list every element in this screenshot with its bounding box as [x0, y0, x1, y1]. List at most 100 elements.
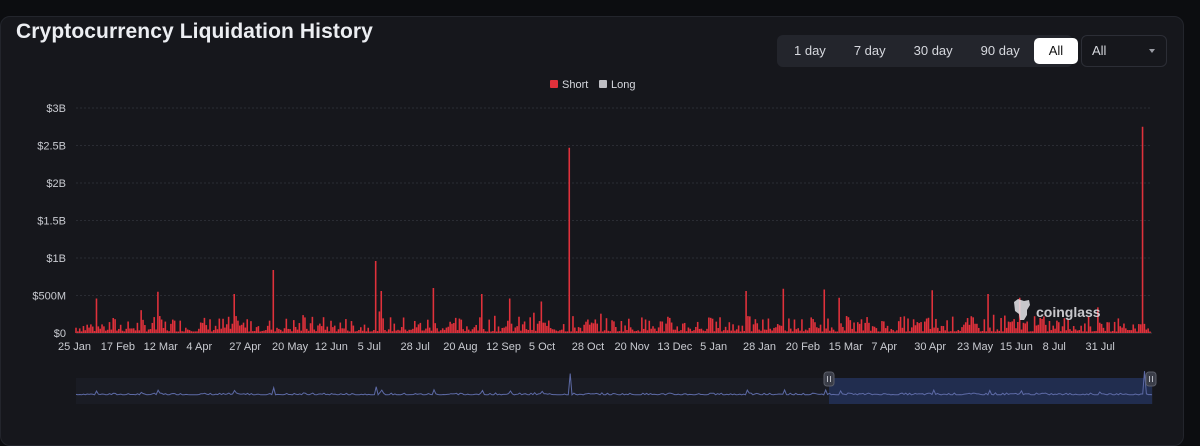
- bar-short[interactable]: [754, 319, 757, 333]
- bar-short[interactable]: [86, 324, 88, 333]
- bar-short[interactable]: [855, 331, 857, 334]
- bar-short[interactable]: [547, 320, 550, 333]
- bar-short[interactable]: [1020, 329, 1023, 333]
- bar-short[interactable]: [758, 329, 760, 333]
- bar-short[interactable]: [847, 317, 850, 333]
- bar-short[interactable]: [635, 330, 638, 333]
- bar-short[interactable]: [145, 331, 148, 333]
- bar-short[interactable]: [1106, 322, 1108, 333]
- bar-short[interactable]: [412, 328, 414, 333]
- bar-short[interactable]: [246, 319, 249, 333]
- bar-short[interactable]: [682, 323, 684, 333]
- bar-short[interactable]: [974, 323, 976, 333]
- bar-short[interactable]: [328, 331, 330, 333]
- bar-short[interactable]: [479, 317, 481, 333]
- bar-short[interactable]: [497, 326, 500, 333]
- bar-short[interactable]: [959, 330, 961, 333]
- bar-short[interactable]: [486, 331, 489, 334]
- bar-short[interactable]: [711, 318, 714, 333]
- bar-short[interactable]: [1013, 319, 1015, 333]
- bar-short[interactable]: [830, 327, 833, 333]
- bar-short[interactable]: [415, 327, 418, 333]
- bar-short[interactable]: [285, 318, 288, 333]
- bar-short[interactable]: [97, 326, 100, 333]
- bar-short[interactable]: [378, 311, 381, 333]
- bar-short[interactable]: [696, 321, 699, 333]
- bar-short[interactable]: [499, 331, 502, 333]
- legend-item-short[interactable]: Short: [550, 79, 588, 91]
- bar-short[interactable]: [132, 328, 135, 333]
- bar-short[interactable]: [207, 329, 209, 333]
- range-all-button[interactable]: All: [1033, 38, 1079, 64]
- bar-short[interactable]: [981, 330, 984, 333]
- bar-short[interactable]: [386, 331, 388, 333]
- bar-short[interactable]: [615, 326, 617, 333]
- bar-short[interactable]: [160, 319, 163, 333]
- bar-short[interactable]: [708, 317, 710, 334]
- bar-short[interactable]: [296, 329, 299, 333]
- bar-short[interactable]: [1035, 325, 1038, 333]
- bar-short[interactable]: [976, 323, 978, 333]
- bar-short[interactable]: [428, 327, 431, 333]
- bar-short[interactable]: [706, 328, 708, 333]
- bar-short[interactable]: [587, 319, 589, 333]
- bar-short[interactable]: [507, 320, 509, 333]
- bar-short[interactable]: [265, 330, 267, 333]
- bar-short[interactable]: [896, 330, 898, 333]
- bar-short[interactable]: [315, 331, 317, 333]
- bar-short[interactable]: [842, 326, 844, 333]
- bar-short[interactable]: [574, 327, 576, 333]
- bar-short[interactable]: [1138, 324, 1140, 333]
- bar-short[interactable]: [453, 323, 455, 333]
- bar-short[interactable]: [983, 319, 986, 333]
- bar-short[interactable]: [927, 317, 930, 333]
- bar-short[interactable]: [188, 330, 191, 333]
- bar-short[interactable]: [935, 318, 937, 333]
- bar-short[interactable]: [557, 331, 559, 333]
- bar-short[interactable]: [572, 316, 574, 333]
- bar-short[interactable]: [140, 310, 142, 333]
- range-7-day-button[interactable]: 7 day: [853, 43, 886, 58]
- bar-short[interactable]: [890, 328, 893, 333]
- bar-short[interactable]: [518, 316, 520, 333]
- bar-short[interactable]: [229, 328, 232, 333]
- bar-short[interactable]: [252, 331, 254, 333]
- bar-short[interactable]: [741, 325, 744, 333]
- bar-short[interactable]: [360, 327, 362, 333]
- bar-short[interactable]: [661, 321, 664, 333]
- bar-short[interactable]: [745, 291, 747, 333]
- bar-short[interactable]: [870, 330, 872, 333]
- bar-short[interactable]: [1004, 315, 1006, 333]
- bar-short[interactable]: [596, 323, 598, 333]
- bar-short[interactable]: [410, 329, 412, 333]
- bar-short[interactable]: [849, 320, 852, 333]
- bar-short[interactable]: [279, 329, 282, 333]
- bar-short[interactable]: [529, 317, 531, 333]
- bar-short[interactable]: [183, 331, 185, 333]
- bar-short[interactable]: [389, 317, 392, 333]
- bar-short[interactable]: [1028, 331, 1030, 333]
- bar-short[interactable]: [994, 331, 997, 334]
- bar-short[interactable]: [1110, 331, 1112, 334]
- bar-short[interactable]: [1115, 331, 1118, 333]
- bar-short[interactable]: [168, 331, 170, 333]
- bar-short[interactable]: [912, 319, 915, 333]
- bar-short[interactable]: [853, 322, 855, 333]
- bar-short[interactable]: [873, 326, 876, 333]
- bar-short[interactable]: [447, 326, 450, 333]
- bar-short[interactable]: [780, 325, 783, 333]
- bar-short[interactable]: [803, 331, 805, 333]
- bar-short[interactable]: [1123, 323, 1125, 333]
- bar-short[interactable]: [618, 331, 621, 333]
- bar-short[interactable]: [950, 331, 952, 333]
- bar-short[interactable]: [946, 320, 948, 333]
- bar-short[interactable]: [225, 324, 228, 333]
- bar-short[interactable]: [825, 328, 827, 333]
- bar-short[interactable]: [1011, 321, 1014, 333]
- bar-short[interactable]: [881, 321, 883, 333]
- bar-short[interactable]: [495, 331, 498, 333]
- bar-short[interactable]: [313, 329, 316, 333]
- bar-short[interactable]: [505, 326, 507, 333]
- bar-short[interactable]: [190, 331, 193, 333]
- bar-short[interactable]: [343, 328, 345, 333]
